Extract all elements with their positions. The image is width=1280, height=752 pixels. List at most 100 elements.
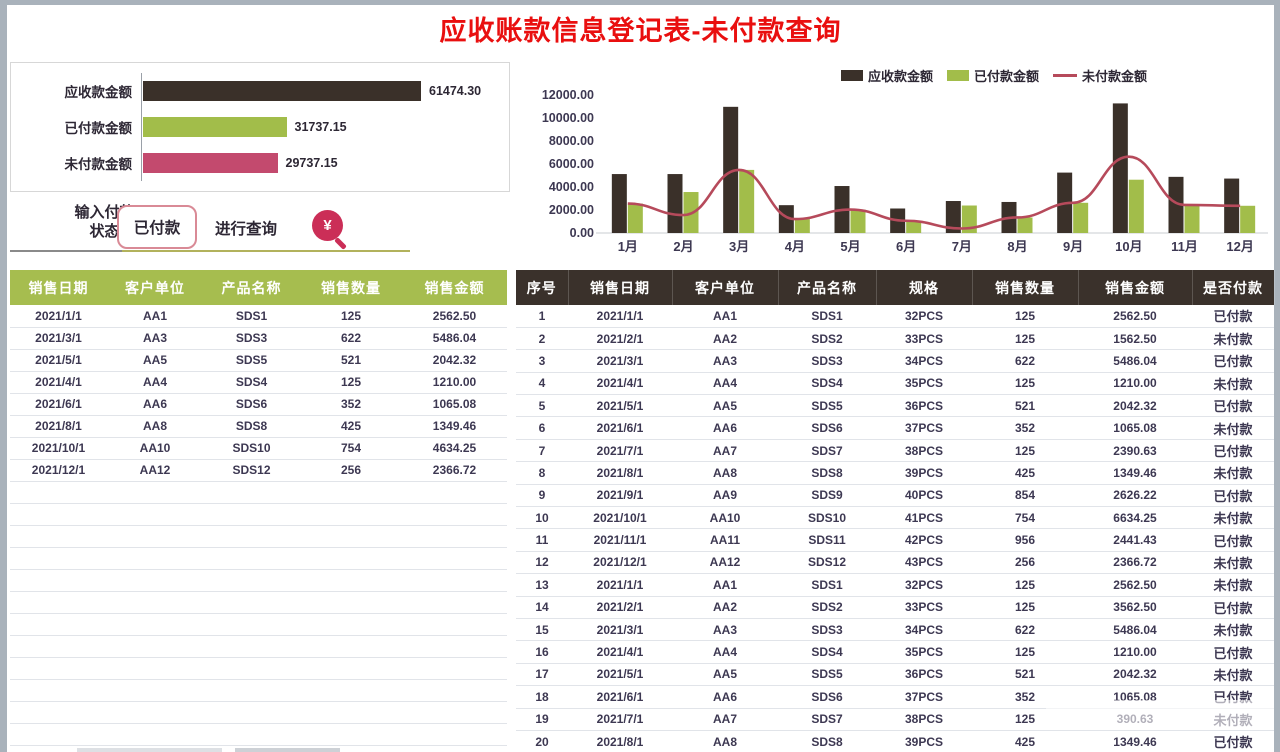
table-cell: SDS6 — [203, 393, 300, 416]
empty-cell — [203, 701, 300, 724]
table-cell: 2626.22 — [1078, 484, 1192, 508]
search-yuan-icon[interactable]: ¥ — [310, 208, 352, 250]
table-cell: 1065.08 — [402, 393, 507, 416]
table-cell: SDS1 — [203, 305, 300, 328]
empty-table-row — [10, 525, 507, 548]
table-cell: 13 — [516, 573, 568, 597]
table-cell: 2562.50 — [402, 305, 507, 328]
column-header: 产品名称 — [203, 270, 300, 305]
table-cell: AA8 — [107, 415, 203, 438]
table-row: 12 2021/12/1 AA12 SDS12 43PCS 256 2366.72 未付款 — [516, 551, 1274, 575]
table-cell: 3562.50 — [1078, 596, 1192, 619]
table-cell: 38PCS — [876, 708, 972, 731]
combo-chart-plot: 12000.00 10000.00 8000.00 6000.00 4000.00 200… — [542, 88, 1268, 254]
x-axis-month-label: 1月 — [618, 239, 638, 254]
table-cell: AA12 — [107, 459, 203, 482]
empty-cell — [300, 503, 402, 526]
y-axis-tick-label: 10000.00 — [542, 111, 594, 125]
table-cell: AA6 — [107, 393, 203, 416]
table-cell: AA4 — [672, 372, 778, 396]
table-cell: 1349.46 — [1078, 461, 1192, 485]
empty-cell — [10, 547, 107, 570]
table-cell: 2390.63 — [1078, 439, 1192, 463]
legend-label: 未付款金额 — [1082, 69, 1148, 84]
legend-item: 已付款金额 — [946, 66, 1039, 85]
empty-cell — [10, 591, 107, 614]
unpaid-line-series — [627, 155, 1241, 230]
empty-cell — [10, 723, 107, 746]
empty-table-row — [10, 569, 507, 592]
table-cell: 5486.04 — [1078, 349, 1192, 373]
empty-table-row — [10, 481, 507, 504]
table-cell: 4 — [516, 372, 568, 396]
table-cell: AA4 — [107, 371, 203, 394]
table-cell: 39PCS — [876, 461, 972, 485]
paid-status-button[interactable]: 已付款 — [117, 205, 197, 249]
x-axis-month-label: 4月 — [785, 239, 805, 254]
table-cell: 2042.32 — [1078, 394, 1192, 418]
table-cell: 2021/2/1 — [568, 596, 672, 619]
legend-bar-swatch — [840, 70, 863, 81]
table-cell: AA8 — [672, 461, 778, 485]
x-axis-month-label: 7月 — [952, 239, 972, 254]
table-cell: 35PCS — [876, 640, 972, 664]
empty-cell — [203, 723, 300, 746]
table-cell: SDS10 — [778, 506, 876, 530]
table-cell: AA7 — [672, 439, 778, 463]
monthly-combo-chart: 应收款金额 已付款金额 未付款金额 12000.00 10000.00 8000.00 6… — [520, 58, 1278, 263]
table-cell: SDS12 — [778, 551, 876, 575]
summary-bar-zone: 31737.15 — [141, 109, 509, 145]
table-row: 14 2021/2/1 AA2 SDS2 33PCS 125 3562.50 已付款 — [516, 596, 1274, 619]
table-cell: AA10 — [672, 506, 778, 530]
chart-legend: 应收款金额 已付款金额 未付款金额 — [520, 66, 1278, 85]
run-query-button[interactable]: 进行查询 — [215, 221, 278, 238]
table-cell: 未付款 — [1192, 573, 1274, 597]
empty-cell — [402, 481, 507, 504]
empty-cell — [10, 679, 107, 702]
table-cell: 125 — [300, 371, 402, 394]
empty-cell — [402, 657, 507, 680]
table-cell: AA11 — [672, 528, 778, 552]
table-cell: AA1 — [672, 305, 778, 328]
empty-table-row — [10, 503, 507, 526]
summary-bar-row: 应收款金额 61474.30 — [11, 73, 509, 109]
empty-cell — [402, 503, 507, 526]
table-cell: 37PCS — [876, 685, 972, 709]
summary-bar-row: 已付款金额 31737.15 — [11, 109, 509, 145]
table-cell: 2021/6/1 — [568, 685, 672, 709]
y-axis-tick-label: 0.00 — [570, 226, 594, 240]
table-cell: 2021/3/1 — [10, 327, 107, 350]
table-cell: AA2 — [672, 596, 778, 619]
table-cell: 20 — [516, 730, 568, 752]
table-cell: AA9 — [672, 484, 778, 508]
x-axis-month-label: 12月 — [1226, 239, 1253, 254]
table-cell: AA3 — [672, 349, 778, 373]
table-cell: SDS8 — [778, 461, 876, 485]
column-header: 销售数量 — [972, 270, 1079, 305]
y-axis-tick-label: 4000.00 — [549, 180, 594, 194]
column-header: 销售金额 — [1078, 270, 1193, 305]
table-cell: 2021/5/1 — [568, 394, 672, 418]
empty-cell — [107, 657, 203, 680]
table-cell: 39PCS — [876, 730, 972, 752]
empty-cell — [107, 503, 203, 526]
table-cell: 2021/4/1 — [568, 372, 672, 396]
table-cell: 已付款 — [1192, 305, 1274, 328]
table-cell: 1 — [516, 305, 568, 328]
empty-cell — [300, 701, 402, 724]
table-cell: 956 — [972, 528, 1078, 552]
table-cell: 2021/1/1 — [568, 305, 672, 328]
empty-cell — [402, 547, 507, 570]
table-row: 11 2021/11/1 AA11 SDS11 42PCS 956 2441.43 已付款 — [516, 528, 1274, 552]
empty-cell — [300, 591, 402, 614]
empty-cell — [107, 591, 203, 614]
table-cell: 36PCS — [876, 663, 972, 687]
table-row: 2021/3/1 AA3 SDS3 622 5486.04 — [10, 327, 507, 350]
table-cell: 41PCS — [876, 506, 972, 530]
table-cell: 2021/8/1 — [10, 415, 107, 438]
table-cell: 32PCS — [876, 573, 972, 597]
table-cell: 754 — [300, 437, 402, 460]
table-cell: 256 — [300, 459, 402, 482]
table-cell: SDS2 — [778, 596, 876, 619]
legend-label: 应收款金额 — [867, 69, 933, 84]
